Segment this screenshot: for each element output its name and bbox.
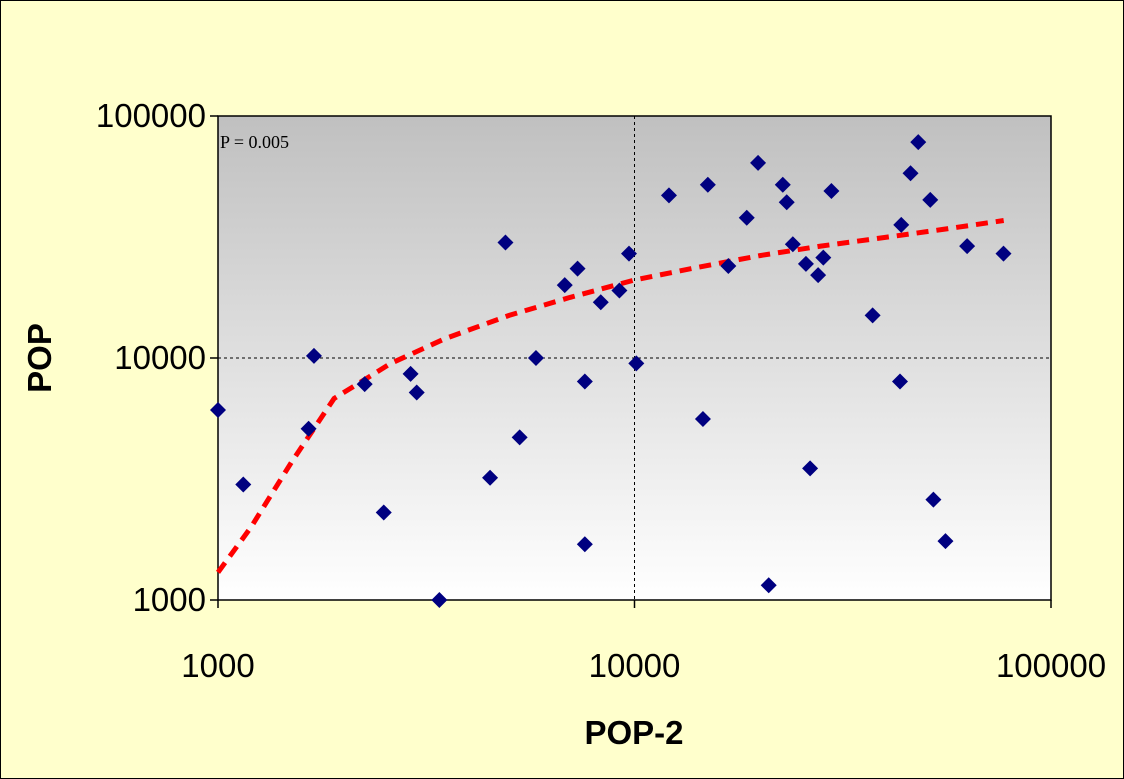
y-tick-label: 10000 [114, 339, 206, 376]
data-point [893, 216, 910, 233]
data-point [750, 154, 767, 171]
data-point [402, 365, 419, 382]
data-point [235, 476, 252, 493]
data-point [802, 460, 819, 477]
data-point [694, 410, 711, 427]
data-point [300, 420, 317, 437]
data-point [720, 257, 737, 274]
data-point [959, 238, 976, 255]
data-point [305, 347, 322, 364]
data-point [864, 307, 881, 324]
x-axis-title: POP-2 [584, 714, 683, 751]
p-value-annotation: P = 0.005 [220, 132, 289, 152]
data-point [576, 373, 593, 390]
data-point [628, 355, 645, 372]
data-point [576, 536, 593, 553]
data-point [784, 236, 801, 253]
data-point [497, 234, 514, 251]
data-point [527, 350, 544, 366]
data-point [738, 209, 755, 226]
data-point [810, 267, 827, 284]
data-point [569, 260, 586, 277]
data-point [620, 245, 637, 262]
data-point [902, 165, 919, 182]
tick-labels: 1000 10000 100000 1000 10000 100000 [96, 97, 1106, 684]
data-point [699, 176, 716, 193]
data-point [660, 187, 677, 204]
data-point [210, 401, 226, 418]
data-point [797, 255, 814, 272]
data-point [774, 176, 791, 193]
data-point [922, 191, 939, 208]
data-points [210, 134, 1012, 608]
trend-line [215, 218, 1005, 574]
data-point [995, 245, 1012, 262]
data-point [760, 577, 777, 594]
y-tick-label: 100000 [96, 97, 206, 134]
x-tick-label: 100000 [996, 647, 1106, 684]
data-point [937, 533, 954, 550]
data-point [375, 504, 392, 521]
data-point [511, 429, 528, 446]
data-point [482, 469, 499, 486]
data-point [823, 182, 840, 199]
y-tick-label: 1000 [133, 581, 206, 618]
y-axis-title: POP [21, 323, 58, 393]
data-point [910, 134, 927, 151]
data-point [408, 384, 425, 401]
data-point [892, 373, 909, 390]
data-point [815, 249, 832, 266]
data-point [925, 491, 942, 508]
data-point [356, 376, 373, 393]
data-point [778, 194, 795, 211]
data-point [592, 294, 609, 311]
x-tick-label: 1000 [181, 647, 254, 684]
x-tick-label: 10000 [589, 647, 681, 684]
data-point [431, 592, 448, 608]
data-point [556, 277, 573, 294]
data-point [611, 282, 628, 299]
trend-line-path [215, 218, 1005, 574]
